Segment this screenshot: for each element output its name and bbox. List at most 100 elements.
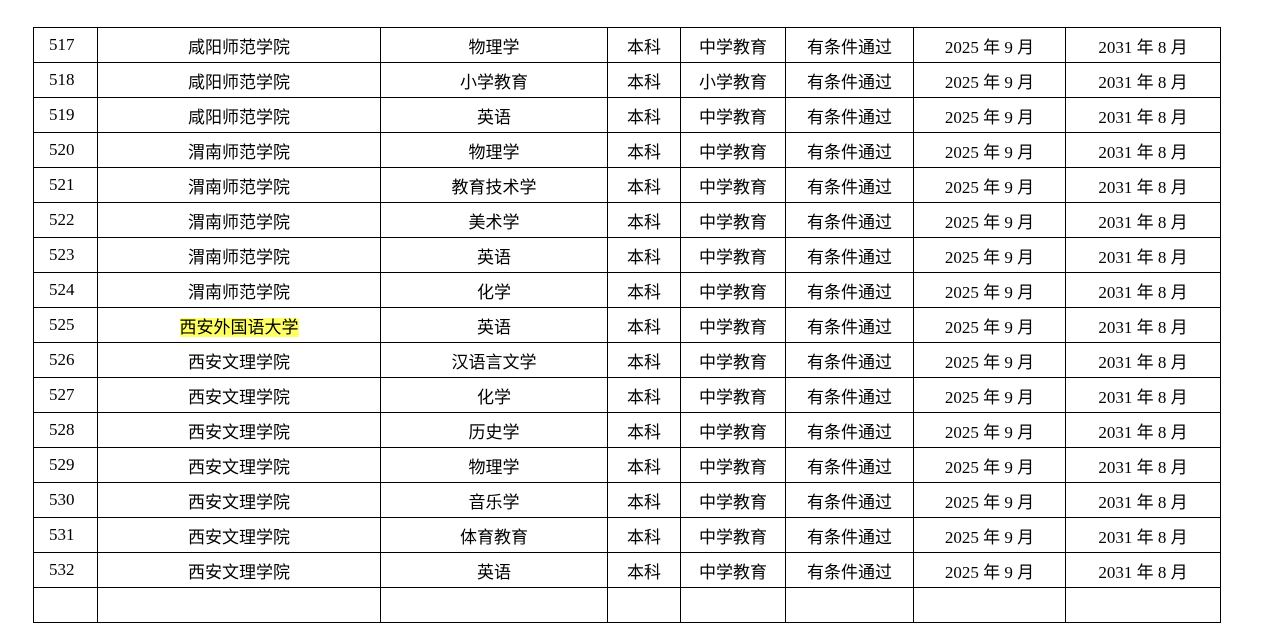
table-cell: 本科 [607,482,681,518]
table-cell: 518 [33,62,98,98]
table-cell: 2025 年 9 月 [913,27,1066,63]
table-cell: 本科 [607,167,681,203]
table: 517 咸阳师范学院 物理学 本科 中学教育 有条件通过 2025 年 9 月 2031 年 … [33,27,1221,623]
table-cell: 本科 [607,202,681,238]
table-cell: 有条件通过 [785,97,914,133]
table-cell: 中学教育 [680,237,786,273]
table-row: 527 西安文理学院 化学 本科 中学教育 有条件通过 2025 年 9 月 2031 年 8… [33,377,1221,413]
table-cell: 本科 [607,447,681,483]
table-cell: 2031 年 8 月 [1065,307,1221,343]
table-cell: 有条件通过 [785,412,914,448]
table-cell: 西安文理学院 [97,447,381,483]
table-cell: 本科 [607,272,681,308]
table-cell: 西安文理学院 [97,517,381,553]
table-cell: 西安文理学院 [97,412,381,448]
table-row: 532 西安文理学院 英语 本科 中学教育 有条件通过 2025 年 9 月 2031 年 8… [33,552,1221,588]
table-cell: 2025 年 9 月 [913,62,1066,98]
table-cell: 历史学 [380,412,608,448]
table-cell: 2025 年 9 月 [913,272,1066,308]
table-cell: 有条件通过 [785,482,914,518]
table-row: 531 西安文理学院 体育教育 本科 中学教育 有条件通过 2025 年 9 月 2031 年… [33,517,1221,553]
table-cell: 中学教育 [680,132,786,168]
table-cell: 有条件通过 [785,27,914,63]
page: 517 咸阳师范学院 物理学 本科 中学教育 有条件通过 2025 年 9 月 2031 年 … [33,27,1221,623]
table-cell: 2025 年 9 月 [913,307,1066,343]
table-cell: 本科 [607,97,681,133]
table-cell: 2025 年 9 月 [913,447,1066,483]
table-cell: 中学教育 [680,482,786,518]
table-cell: 532 [33,552,98,588]
table-cell: 中学教育 [680,377,786,413]
table-cell: 有条件通过 [785,237,914,273]
table-row: 522 渭南师范学院 美术学 本科 中学教育 有条件通过 2025 年 9 月 2031 年 … [33,202,1221,238]
table-cell: 中学教育 [680,412,786,448]
table-cell: 物理学 [380,27,608,63]
table-cell: 524 [33,272,98,308]
table-cell: 2031 年 8 月 [1065,132,1221,168]
table-cell: 教育技术学 [380,167,608,203]
table-cell: 2025 年 9 月 [913,552,1066,588]
table-cell: 521 [33,167,98,203]
table-cell: 中学教育 [680,517,786,553]
table-cell: 物理学 [380,447,608,483]
table-cell: 有条件通过 [785,307,914,343]
table-cell: 体育教育 [380,517,608,553]
table-cell: 本科 [607,412,681,448]
table-cell: 西安文理学院 [97,342,381,378]
table-cell: 有条件通过 [785,272,914,308]
table-cell: 中学教育 [680,202,786,238]
table-row: 524 渭南师范学院 化学 本科 中学教育 有条件通过 2025 年 9 月 2031 年 8… [33,272,1221,308]
table-cell: 西安文理学院 [97,377,381,413]
table-cell: 2031 年 8 月 [1065,552,1221,588]
table-cell: 本科 [607,342,681,378]
table-cell: 2031 年 8 月 [1065,272,1221,308]
table-cell: 美术学 [380,202,608,238]
table-cell: 2031 年 8 月 [1065,237,1221,273]
table-cell: 本科 [607,552,681,588]
table-cell: 本科 [607,27,681,63]
table-cell: 2025 年 9 月 [913,132,1066,168]
table-cell: 中学教育 [680,307,786,343]
table-cell: 有条件通过 [785,377,914,413]
table-cell: 物理学 [380,132,608,168]
table-cell: 2031 年 8 月 [1065,97,1221,133]
table-cell: 渭南师范学院 [97,167,381,203]
table-row: 529 西安文理学院 物理学 本科 中学教育 有条件通过 2025 年 9 月 2031 年 … [33,447,1221,483]
table-cell: 525 [33,307,98,343]
table-cell: 2031 年 8 月 [1065,377,1221,413]
table-row: 520 渭南师范学院 物理学 本科 中学教育 有条件通过 2025 年 9 月 2031 年 … [33,132,1221,168]
table-cell: 中学教育 [680,447,786,483]
table-cell: 中学教育 [680,167,786,203]
table-cell: 本科 [607,62,681,98]
table-cell: 中学教育 [680,552,786,588]
table-cell: 有条件通过 [785,62,914,98]
table-cell: 渭南师范学院 [97,237,381,273]
table-cell: 中学教育 [680,27,786,63]
table-cell: 2025 年 9 月 [913,517,1066,553]
table-cell: 中学教育 [680,97,786,133]
table-cell: 2025 年 9 月 [913,167,1066,203]
table-cell: 有条件通过 [785,447,914,483]
table-cell: 520 [33,132,98,168]
table-cell: 519 [33,97,98,133]
table-row: 523 渭南师范学院 英语 本科 中学教育 有条件通过 2025 年 9 月 2031 年 8… [33,237,1221,273]
table-cell: 527 [33,377,98,413]
table-cell: 本科 [607,132,681,168]
table-cell: 化学 [380,377,608,413]
table-cell: 522 [33,202,98,238]
table-cell: 英语 [380,307,608,343]
table-cell: 2031 年 8 月 [1065,62,1221,98]
table-cell: 有条件通过 [785,167,914,203]
table-body: 517 咸阳师范学院 物理学 本科 中学教育 有条件通过 2025 年 9 月 2031 年 … [33,27,1221,588]
table-cell: 528 [33,412,98,448]
table-cell: 西安外国语大学 [97,307,381,343]
table-cell: 渭南师范学院 [97,132,381,168]
table-row: 528 西安文理学院 历史学 本科 中学教育 有条件通过 2025 年 9 月 2031 年 … [33,412,1221,448]
table-row: 526 西安文理学院 汉语言文学 本科 中学教育 有条件通过 2025 年 9 月 2031 … [33,342,1221,378]
table-cell: 渭南师范学院 [97,272,381,308]
table-row: 518 咸阳师范学院 小学教育 本科 小学教育 有条件通过 2025 年 9 月 2031 年… [33,62,1221,98]
table-cell: 有条件通过 [785,202,914,238]
table-cell: 音乐学 [380,482,608,518]
table-cell: 2025 年 9 月 [913,377,1066,413]
table-cell: 西安文理学院 [97,482,381,518]
